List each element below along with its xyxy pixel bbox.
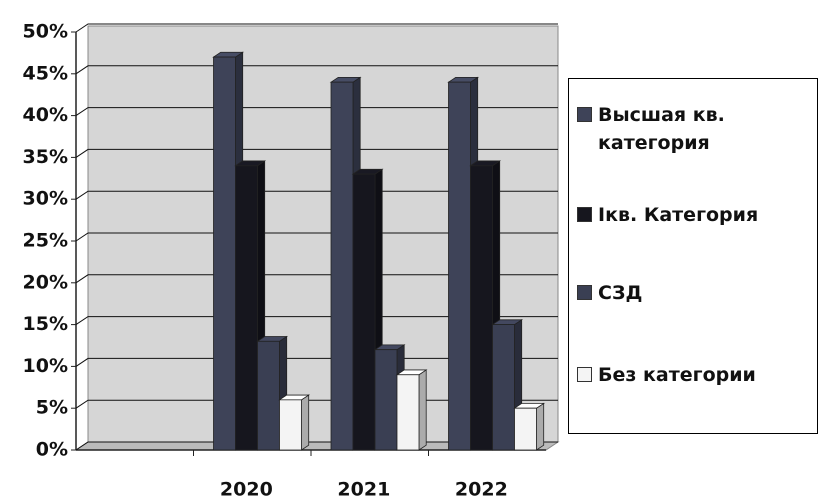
bar-face — [536, 402, 545, 451]
legend-label: Без категории — [598, 364, 756, 386]
bar-face — [352, 173, 376, 451]
grid-line — [75, 316, 558, 326]
legend-label: Высшая кв. категория — [598, 104, 725, 154]
y-tick-label: 50% — [23, 21, 68, 43]
y-tick-label: 0% — [36, 439, 68, 461]
y-tick-label: 35% — [23, 146, 68, 168]
grid-line — [75, 107, 558, 117]
x-tick-label: 2020 — [220, 479, 273, 501]
legend-swatch — [577, 285, 592, 300]
bar-face — [396, 374, 420, 451]
y-tick-label: 10% — [23, 355, 68, 377]
bar-face — [418, 369, 427, 451]
grid-line — [75, 274, 558, 284]
y-tick-label: 45% — [23, 62, 68, 84]
bar-face — [213, 56, 236, 451]
bar — [278, 394, 311, 451]
grid-line — [75, 232, 558, 242]
bar-face — [235, 165, 258, 451]
legend-item: Высшая кв. категория — [577, 101, 813, 157]
grid-line — [75, 148, 558, 158]
bar-face — [492, 324, 515, 451]
grid-line — [75, 65, 558, 75]
grid-line — [75, 23, 558, 33]
legend-item: Iкв. Категория — [577, 201, 813, 229]
y-tick-label: 5% — [36, 397, 68, 419]
y-tick-label: 25% — [23, 230, 68, 252]
bar — [513, 402, 546, 451]
bar-face — [301, 394, 310, 451]
legend-label: Iкв. Категория — [598, 204, 759, 226]
bar-face — [257, 340, 280, 451]
y-tick-label: 40% — [23, 104, 68, 126]
x-tick-label: 2022 — [455, 479, 508, 501]
bar-face — [374, 349, 398, 451]
bar — [395, 369, 428, 451]
bar-face — [514, 407, 537, 451]
x-tick-label: 2021 — [337, 479, 390, 501]
grid-line — [75, 190, 558, 200]
legend-swatch — [577, 367, 592, 382]
bar-face — [448, 81, 471, 451]
bar-face — [330, 81, 354, 451]
bar — [351, 168, 384, 451]
y-tick-label: 20% — [23, 271, 68, 293]
legend-item: СЗД — [577, 279, 813, 307]
legend-swatch — [577, 207, 592, 222]
y-tick-label: 30% — [23, 188, 68, 210]
legend-label: СЗД — [598, 282, 643, 304]
legend-item: Без категории — [577, 361, 813, 389]
bar-face — [470, 165, 493, 451]
y-tick-label: 15% — [23, 313, 68, 335]
legend: Высшая кв. категория Iкв. Категория СЗД Без… — [568, 78, 818, 434]
bar-face — [279, 399, 302, 451]
legend-swatch — [577, 107, 592, 122]
